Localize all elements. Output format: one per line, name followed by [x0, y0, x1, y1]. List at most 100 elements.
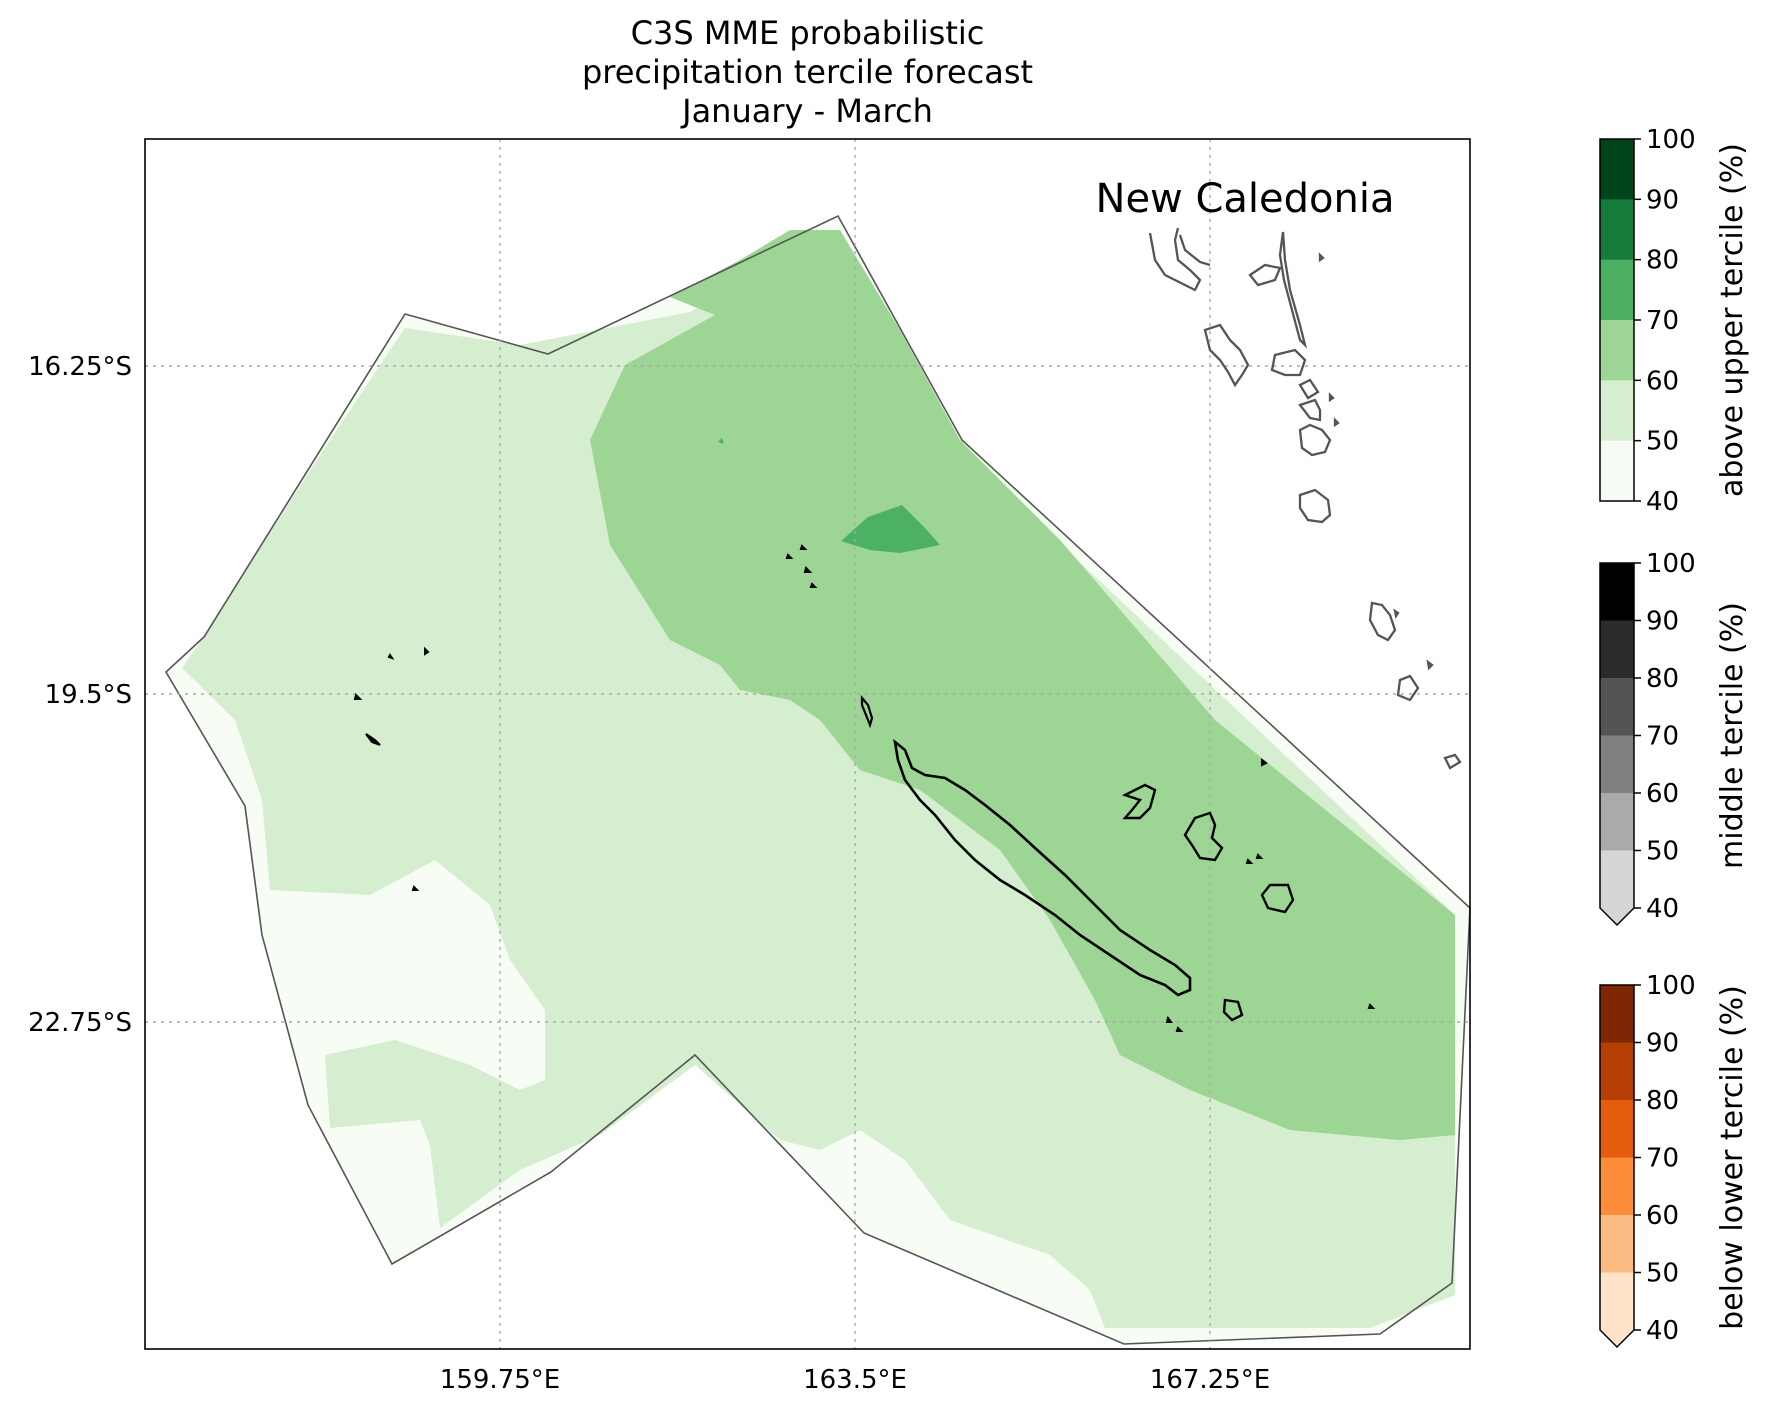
- lon-tick-label-2: 163.5°E: [803, 1365, 907, 1395]
- colorbar-segment: [1600, 320, 1634, 381]
- espiritu-santo-east: [1178, 234, 1211, 267]
- islet: [803, 566, 813, 573]
- shepherd-islands: [1298, 398, 1322, 422]
- lat-axis: 16.25°S 19.5°S 22.75°S: [28, 352, 132, 1038]
- colorbar-tick-label: 90: [1646, 185, 1679, 215]
- probability-area-70-80: [841, 505, 940, 553]
- colorbar-label: below lower tercile (%): [1715, 985, 1750, 1330]
- colorbar-tick-label: 70: [1646, 306, 1679, 336]
- lifou-island: [1183, 811, 1224, 862]
- lat-tick-label-2: 19.5°S: [45, 680, 132, 710]
- islet: [1165, 1015, 1173, 1023]
- colorbar-tick-label: 90: [1646, 607, 1679, 637]
- probability-area-70-80-small: [718, 438, 724, 444]
- colorbar-segment: [1600, 563, 1634, 621]
- malekula-island: [1203, 323, 1250, 388]
- colorbar-tick-label: 100: [1646, 549, 1696, 579]
- colorbar-extend-triangle: [1600, 1330, 1634, 1347]
- colorbar-tick-label: 90: [1646, 1029, 1679, 1059]
- colorbar-segment: [1600, 735, 1634, 794]
- colorbar-tick-label: 80: [1646, 246, 1679, 276]
- colorbar-tick-label: 70: [1646, 722, 1679, 752]
- colorbar-tick-label: 80: [1646, 1086, 1679, 1116]
- islet: [785, 553, 794, 559]
- colorbar-segment: [1600, 620, 1634, 679]
- colorbar-segment: [1600, 850, 1634, 909]
- lat-tick-label-3: 22.75°S: [28, 1008, 132, 1038]
- colorbar-tick-label: 40: [1646, 487, 1679, 517]
- futuna-island: [1426, 659, 1434, 671]
- lat-tick-label-1: 16.25°S: [28, 352, 132, 382]
- islet: [1175, 1026, 1184, 1032]
- islet: [1245, 858, 1254, 864]
- colorbar-tick-label: 60: [1646, 779, 1679, 809]
- ambrym-island: [1270, 348, 1307, 377]
- islet: [1255, 853, 1264, 859]
- chart-title: C3S MME probabilistic precipitation terc…: [145, 14, 1470, 131]
- colorbar-middle-tercile: 100 90 80 70 60 50 40 middle tercile (%): [1599, 549, 1750, 927]
- vanuatu-islands: [1148, 227, 1462, 770]
- epi-island: [1298, 378, 1320, 400]
- tanna-island: [1368, 601, 1397, 642]
- colorbar-label: middle tercile (%): [1715, 602, 1750, 869]
- map-frame: [144, 138, 1471, 1350]
- lon-tick-label-1: 159.75°E: [440, 1365, 560, 1395]
- colorbar-segment: [1600, 259, 1634, 321]
- matthew-island: [1443, 753, 1462, 770]
- colorbar-outline: [1599, 562, 1635, 927]
- islet: [1318, 252, 1325, 263]
- colorbar-tick-label: 100: [1646, 125, 1696, 155]
- islet: [1333, 417, 1340, 428]
- efate-island: [1298, 423, 1332, 457]
- espiritu-santo-island: [1148, 227, 1202, 292]
- colorbar-segment: [1600, 139, 1634, 200]
- mare-island: [1260, 883, 1295, 914]
- islet: [809, 582, 818, 588]
- colorbar-tick-label: 60: [1646, 1201, 1679, 1231]
- lon-tick-label-3: 167.25°E: [1150, 1365, 1270, 1395]
- probability-area-60-70: [590, 230, 1455, 1140]
- colorbar-segment: [1600, 985, 1634, 1043]
- colorbar-tick-label: 80: [1646, 664, 1679, 694]
- islet: [353, 693, 363, 700]
- colorbar-segment: [1600, 1100, 1634, 1158]
- colorbar-segment: [1600, 1042, 1634, 1101]
- region-label: New Caledonia: [1096, 176, 1395, 222]
- colorbar-segment: [1600, 380, 1634, 442]
- ambae-island: [1248, 263, 1282, 287]
- title-line-2: precipitation tercile forecast: [581, 53, 1034, 91]
- islet: [424, 646, 430, 656]
- islet: [1328, 392, 1335, 403]
- islet: [799, 544, 808, 550]
- ouvea-island: [1121, 783, 1157, 820]
- colorbar-tick-label: 60: [1646, 366, 1679, 396]
- islet: [411, 885, 420, 891]
- colorbar-segment: [1600, 793, 1634, 851]
- colorbar-tick-label: 100: [1646, 971, 1696, 1001]
- grande-terre-island: [893, 738, 1192, 997]
- aniwa-island: [1393, 608, 1400, 619]
- maewo-island: [1278, 231, 1308, 349]
- colorbar-segment: [1600, 199, 1634, 261]
- isle-of-pines: [1222, 998, 1244, 1022]
- colorbar-outline: [1599, 984, 1635, 1349]
- islet: [1367, 1003, 1376, 1009]
- colorbar-tick-label: 50: [1646, 837, 1679, 867]
- colorbar-below-lower-tercile: 100 90 80 70 60 50 40 below lower tercile (%): [1599, 971, 1750, 1349]
- colorbar-segment: [1600, 1157, 1634, 1216]
- colorbar-segment: [1600, 678, 1634, 736]
- colorbar-tick-label: 40: [1646, 1316, 1679, 1346]
- domain-boundary: [164, 214, 1471, 1345]
- small-islets: [353, 544, 1376, 1032]
- title-line-1: C3S MME probabilistic: [630, 14, 985, 52]
- colorbar-segment: [1600, 440, 1634, 502]
- islet: [365, 733, 381, 746]
- colorbar-segment: [1600, 1272, 1634, 1331]
- map-panel: New Caledonia: [144, 138, 1471, 1350]
- colorbar-tick-label: 70: [1646, 1144, 1679, 1174]
- aneityum-island: [1396, 674, 1420, 702]
- belep-islands: [860, 695, 874, 729]
- colorbar-segment: [1600, 1215, 1634, 1273]
